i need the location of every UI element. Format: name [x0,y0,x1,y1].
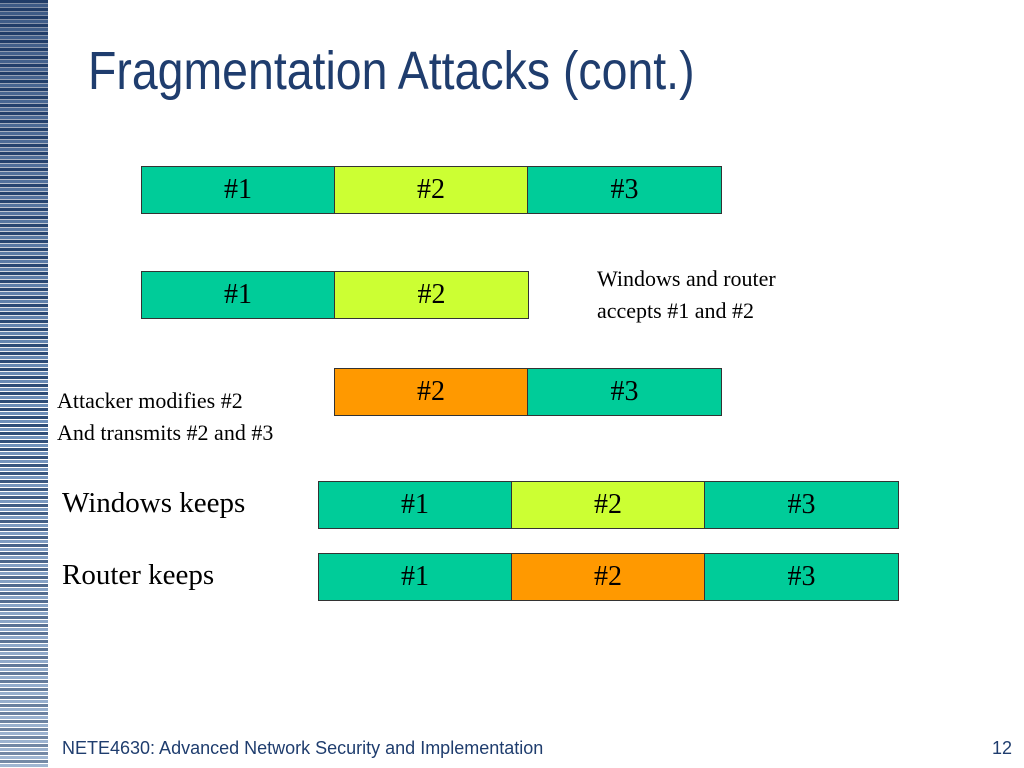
fragment-1: #1 [319,554,512,600]
accepted-note-line-1: Windows and router [597,266,776,291]
fragment-1: #1 [319,482,512,528]
fragment-1: #1 [142,272,335,318]
attacker-fragments-row: #2 #3 [334,368,722,416]
attacker-note-line-2: And transmits #2 and #3 [57,420,274,445]
fragment-2-modified: #2 [335,369,528,415]
accepted-note: Windows and router accepts #1 and #2 [597,263,776,327]
original-fragments-row: #1 #2 #3 [141,166,722,214]
fragment-3: #3 [528,369,721,415]
accepted-fragments-row: #1 #2 [141,271,529,319]
fragment-3: #3 [705,554,898,600]
attacker-note-line-1: Attacker modifies #2 [57,388,243,413]
attacker-note: Attacker modifies #2 And transmits #2 an… [57,385,273,449]
page-number: 12 [991,738,1012,758]
router-fragments-row: #1 #2 #3 [318,553,899,601]
windows-keeps-label: Windows keeps [62,487,246,519]
fragment-2-modified: #2 [512,554,705,600]
fragment-2: #2 [335,167,528,213]
router-keeps-label: Router keeps [62,559,215,591]
decorative-sidebar [0,0,48,768]
fragment-3: #3 [528,167,721,213]
fragment-2: #2 [512,482,705,528]
fragment-2: #2 [335,272,528,318]
fragment-1: #1 [142,167,335,213]
fragment-3: #3 [705,482,898,528]
slide-footer: NETE4630: Advanced Network Security and … [62,738,544,758]
slide-title: Fragmentation Attacks (cont.) [88,41,695,101]
accepted-note-line-2: accepts #1 and #2 [597,298,754,323]
windows-fragments-row: #1 #2 #3 [318,481,899,529]
